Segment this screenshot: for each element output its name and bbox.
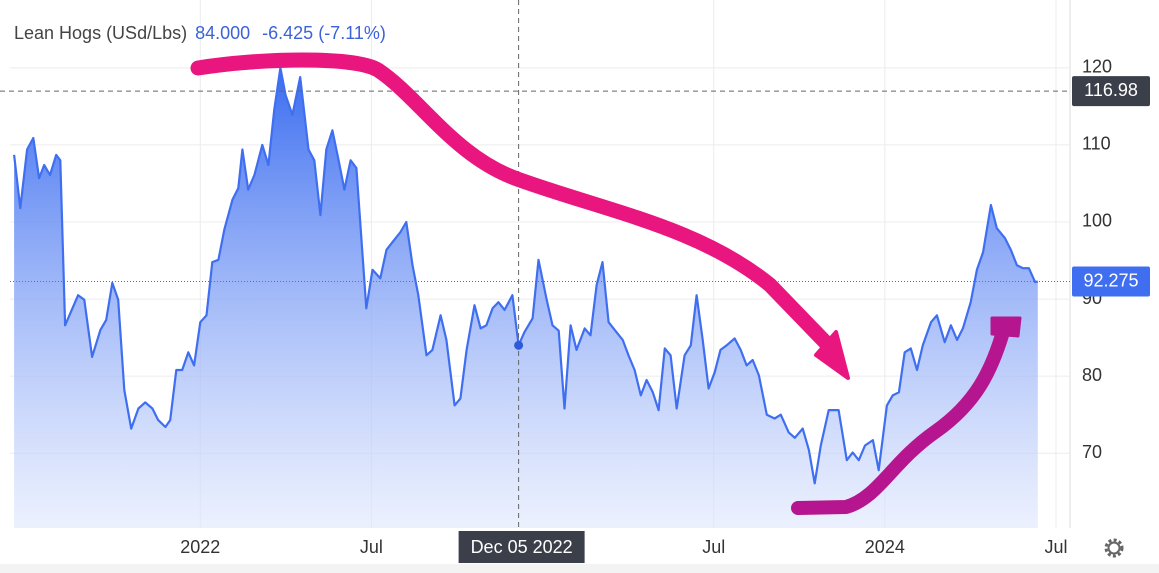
crosshair-point: [514, 340, 524, 350]
y-tick-label: 70: [1082, 442, 1102, 462]
crosshair-y-box: [1072, 76, 1150, 107]
plot: [13, 66, 1039, 529]
arrow-down: [190, 52, 836, 353]
annotation-arrows: [190, 52, 1022, 515]
x-tick-label: 2024: [865, 537, 905, 557]
last-value-label: 92.275: [1083, 270, 1138, 290]
last-value-box: [1072, 266, 1150, 297]
area-fill: [14, 67, 1038, 529]
y-tick-label: 80: [1082, 365, 1102, 385]
price-line: [13, 66, 1039, 485]
x-tick-label: Jul: [702, 537, 725, 557]
crosshair-x-label: Dec 05 2022: [471, 537, 573, 557]
arrowhead-down: [814, 330, 850, 380]
instrument-title: Lean Hogs (USd/Lbs): [14, 23, 187, 43]
overlay: 92.275 116.98 Dec 05 2022: [0, 0, 1150, 563]
arrowhead-up: [990, 316, 1022, 338]
header-change: -6.425 (-7.11%): [262, 23, 386, 43]
crosshair-y-label: 116.98: [1084, 80, 1138, 100]
arrow-up: [791, 318, 1012, 515]
header-price: 84.000: [195, 23, 250, 43]
x-tick-label: Jul: [360, 537, 383, 557]
crosshair-x-box: [458, 531, 585, 563]
x-tick-label: 2022: [180, 537, 220, 557]
settings-icon[interactable]: [1104, 538, 1124, 558]
y-tick-label: 110: [1082, 134, 1111, 154]
y-tick-label: 120: [1082, 57, 1112, 77]
y-tick-label: 100: [1082, 211, 1112, 231]
footer-strip: [0, 564, 1159, 573]
x-tick-label: Jul: [1044, 537, 1067, 557]
